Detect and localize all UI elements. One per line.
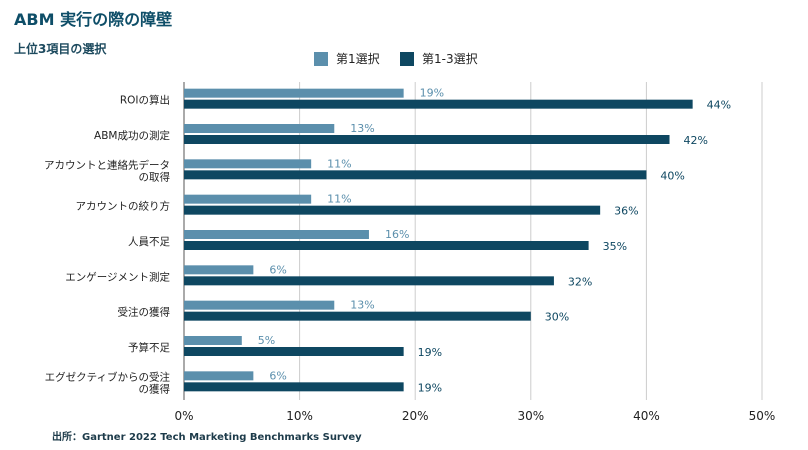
bar-series1 — [184, 265, 254, 275]
chart-subtitle: 上位3項目の選択 — [14, 42, 107, 56]
data-label-series2: 19% — [418, 381, 442, 394]
data-label-series1: 11% — [327, 193, 351, 206]
category-label: 予算不足 — [128, 341, 170, 354]
bar-series1 — [184, 336, 242, 345]
bar-series2 — [184, 311, 531, 321]
category-label: 受注の獲得 — [118, 306, 171, 319]
category-label: エンゲージメント測定 — [65, 270, 170, 283]
bar-series2 — [184, 347, 404, 356]
category-label: ABM成功の測定 — [94, 129, 170, 142]
data-label-series1: 16% — [385, 228, 409, 241]
x-tick-label: 50% — [749, 409, 776, 423]
category-label: アカウントと連絡先データの取得 — [44, 158, 170, 183]
data-label-series1: 6% — [269, 263, 286, 276]
data-label-series2: 40% — [660, 169, 684, 182]
data-label-series2: 36% — [614, 205, 638, 218]
data-label-series2: 32% — [568, 275, 592, 288]
category-label: エグゼクティブからの受注の獲得 — [45, 370, 171, 395]
data-label-series2: 35% — [603, 240, 627, 253]
bar-series2 — [184, 205, 601, 215]
data-label-series2: 30% — [545, 311, 569, 324]
bar-series2 — [184, 241, 589, 250]
bar-series2 — [184, 170, 647, 180]
data-label-series2: 44% — [707, 99, 731, 112]
bar-series1 — [184, 88, 404, 98]
bar-series1 — [184, 124, 335, 133]
x-tick-label: 0% — [174, 409, 193, 423]
x-tick-label: 20% — [402, 409, 429, 423]
chart-title: ABM 実行の際の障壁 — [14, 10, 173, 29]
data-label-series1: 19% — [420, 87, 444, 100]
bar-series2 — [184, 99, 693, 109]
category-label: 人員不足 — [128, 236, 170, 248]
legend-swatch-series2 — [400, 51, 414, 66]
data-label-series1: 6% — [269, 369, 286, 382]
bar-series2 — [184, 382, 404, 392]
bar-series1 — [184, 230, 369, 239]
legend-label-series1: 第1選択 — [336, 52, 380, 66]
bar-series2 — [184, 135, 670, 144]
legend-swatch-series1 — [314, 51, 328, 66]
data-label-series2: 19% — [418, 346, 442, 359]
legend-label-series2: 第1-3選択 — [422, 52, 478, 66]
data-label-series1: 5% — [258, 334, 275, 347]
x-tick-label: 30% — [517, 409, 544, 423]
bar-series2 — [184, 276, 554, 286]
bar-series1 — [184, 371, 254, 381]
bar-series1 — [184, 194, 312, 204]
data-label-series1: 13% — [350, 299, 374, 312]
data-label-series1: 11% — [327, 157, 351, 170]
x-tick-label: 10% — [286, 409, 313, 423]
category-label: ROIの算出 — [120, 94, 170, 107]
x-tick-label: 40% — [633, 409, 660, 423]
bar-series1 — [184, 300, 335, 310]
data-label-series2: 42% — [684, 134, 708, 147]
bar-series1 — [184, 159, 312, 169]
legend-item-series2: 第1-3選択 — [400, 50, 478, 67]
source-note: 出所：Gartner 2022 Tech Marketing Benchmark… — [52, 432, 362, 443]
legend: 第1選択 第1-3選択 — [0, 50, 808, 68]
category-label: アカウントの絞り方 — [76, 200, 171, 213]
data-label-series1: 13% — [350, 122, 374, 135]
legend-item-series1: 第1選択 — [314, 50, 380, 67]
